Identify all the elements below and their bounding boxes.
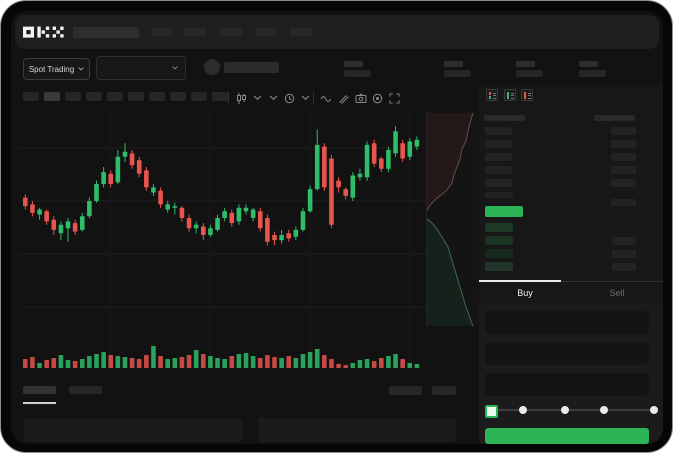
nav-link-skeleton[interactable]: [255, 28, 276, 36]
camera-snapshot-icon[interactable]: [354, 92, 367, 104]
ask-row-price[interactable]: [485, 127, 512, 135]
market-type-selector[interactable]: Spot Trading: [23, 58, 90, 80]
bid-row-price[interactable]: [485, 236, 513, 245]
pair-name-skeleton: [224, 62, 279, 73]
bottom-tab-active[interactable]: [23, 386, 56, 394]
pair-selector[interactable]: [96, 56, 186, 80]
chart-footer-skeleton[interactable]: [432, 386, 456, 395]
slider-step-100pct[interactable]: [650, 406, 658, 414]
timeframe-chip[interactable]: [107, 92, 123, 101]
bottom-tab-underline: [23, 402, 56, 404]
book-asks-icon[interactable]: [521, 89, 533, 101]
bid-row-price[interactable]: [485, 262, 513, 271]
bid-row-size: [612, 250, 636, 258]
ask-row-size: [611, 179, 636, 187]
coin-avatar[interactable]: [204, 59, 220, 75]
timeframe-chip[interactable]: [149, 92, 165, 101]
orders-panel-skeleton[interactable]: [24, 418, 243, 442]
book-bids-icon[interactable]: [504, 89, 516, 101]
timeframe-chip[interactable]: [86, 92, 102, 101]
candlestick-chart[interactable]: [19, 111, 431, 373]
chevron-down-icon: [78, 67, 84, 71]
buy-submit-button[interactable]: [485, 428, 649, 444]
bottom-tab[interactable]: [69, 386, 102, 394]
timeframe-chip-selected[interactable]: [44, 92, 60, 101]
ask-row-size: [611, 199, 636, 206]
slider-handle-0pct[interactable]: [485, 405, 498, 418]
toolbar-divider: [313, 92, 314, 103]
last-price-bar[interactable]: [485, 206, 523, 217]
compare-lines-icon[interactable]: [337, 92, 350, 104]
bid-row-size: [612, 263, 636, 271]
ask-row-size: [611, 153, 636, 161]
nav-link-skeleton[interactable]: [184, 28, 206, 36]
timeframe-chip[interactable]: [170, 92, 186, 101]
line-wave-icon[interactable]: [319, 92, 332, 104]
chevron-down-icon[interactable]: [299, 92, 312, 104]
fullscreen-expand-icon[interactable]: [388, 92, 401, 104]
buy-tab-underline: [479, 280, 561, 282]
nav-link-skeleton[interactable]: [290, 28, 312, 36]
chart-footer-skeleton[interactable]: [389, 386, 422, 395]
amount-slider-track[interactable]: [490, 409, 656, 411]
bid-row-price[interactable]: [485, 223, 513, 232]
timeframe-chip[interactable]: [23, 92, 39, 101]
ask-row-size: [611, 140, 636, 148]
okx-logo: [23, 26, 64, 38]
chevron-down-icon[interactable]: [267, 92, 280, 104]
buy-tab-label: Buy: [517, 288, 533, 298]
chevron-down-icon: [172, 66, 178, 70]
market-type-label: Spot Trading: [28, 64, 75, 74]
timeframe-chip[interactable]: [191, 92, 207, 101]
sell-tab-label: Sell: [609, 288, 625, 298]
ob-header-price-skeleton: [484, 115, 525, 121]
ask-row-price[interactable]: [485, 192, 513, 198]
ask-row-price[interactable]: [485, 140, 512, 148]
bid-row-size: [612, 237, 636, 245]
timeframe-chip[interactable]: [65, 92, 81, 101]
top-nav-bar: [15, 15, 659, 49]
target-reticle-icon[interactable]: [371, 92, 384, 104]
timeframe-chip[interactable]: [212, 92, 228, 101]
tab-sell[interactable]: Sell: [571, 285, 663, 301]
indicator-clock-icon[interactable]: [283, 92, 296, 104]
book-combined-icon[interactable]: [486, 89, 498, 101]
tab-buy[interactable]: Buy: [479, 285, 571, 301]
slider-step-50pct[interactable]: [561, 406, 569, 414]
tabs-divider: [479, 281, 663, 282]
toolbar-divider: [228, 92, 229, 103]
ask-row-size: [611, 166, 636, 174]
app-window: Spot Trading: [11, 11, 663, 444]
ask-row-price[interactable]: [485, 153, 512, 161]
candlestick-interval-icon[interactable]: [235, 92, 248, 104]
price-field-skeleton[interactable]: [485, 311, 649, 334]
ask-row-size: [611, 127, 636, 135]
nav-link-skeleton[interactable]: [220, 28, 242, 36]
timeframe-chip[interactable]: [128, 92, 144, 101]
chevron-down-icon[interactable]: [251, 92, 264, 104]
ob-header-amount-skeleton: [594, 115, 635, 121]
slider-step-75pct[interactable]: [600, 406, 608, 414]
depth-chart[interactable]: [426, 111, 479, 326]
history-panel-skeleton[interactable]: [258, 418, 456, 442]
ask-row-price[interactable]: [485, 179, 512, 187]
slider-step-25pct[interactable]: [519, 406, 527, 414]
nav-search-skeleton[interactable]: [73, 27, 139, 38]
order-book-trade-panel: Buy Sell: [479, 85, 663, 444]
ask-row-price[interactable]: [485, 166, 512, 174]
bid-row-price[interactable]: [485, 249, 513, 258]
amount-field-skeleton[interactable]: [485, 342, 649, 365]
total-field-skeleton[interactable]: [485, 373, 649, 396]
nav-link-skeleton[interactable]: [151, 28, 173, 36]
